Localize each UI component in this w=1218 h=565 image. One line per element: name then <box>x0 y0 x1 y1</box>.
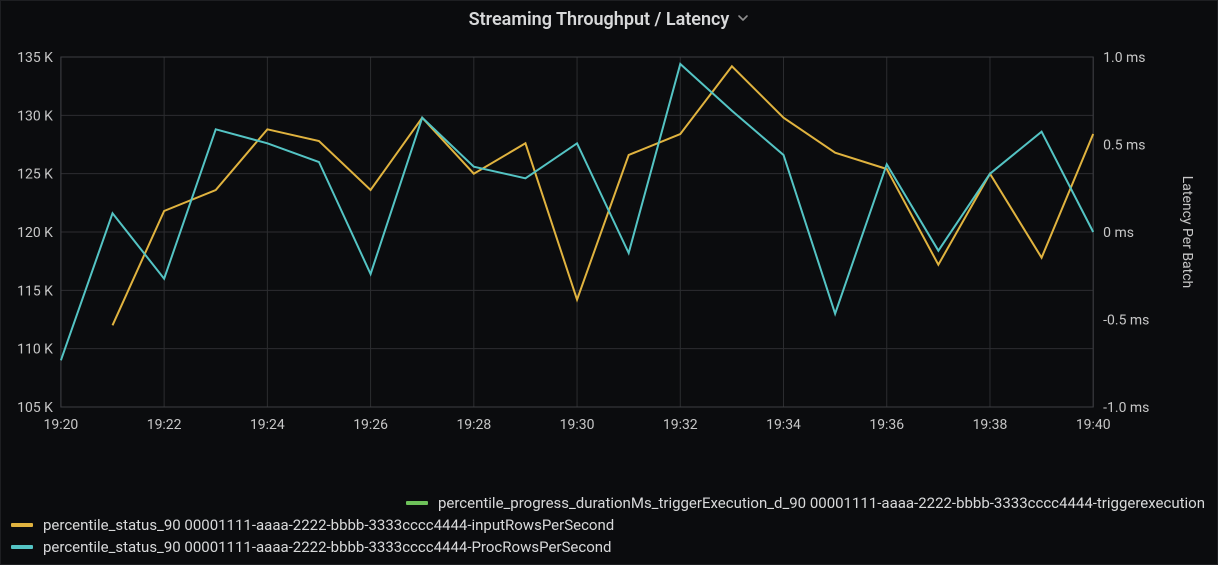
y-right-axis-label: Latency Per Batch <box>1179 176 1195 288</box>
y-right-tick-label: 0 ms <box>1103 225 1134 241</box>
x-tick-label: 19:36 <box>869 417 904 433</box>
legend-label: percentile_progress_durationMs_triggerEx… <box>438 494 1205 512</box>
y-left-tick-label: 120 K <box>17 225 53 241</box>
panel-title: Streaming Throughput / Latency <box>469 9 730 30</box>
legend-label: percentile_status_90 00001111-aaaa-2222-… <box>43 516 614 534</box>
legend-swatch <box>11 523 33 527</box>
x-tick-label: 19:40 <box>1076 417 1111 433</box>
x-tick-label: 19:24 <box>250 417 285 433</box>
y-right-tick-label: 0.5 ms <box>1103 137 1145 153</box>
legend-swatch <box>11 545 33 549</box>
y-left-tick-label: 115 K <box>17 283 53 299</box>
panel-title-row[interactable]: Streaming Throughput / Latency <box>1 9 1217 30</box>
legend-item[interactable]: percentile_status_90 00001111-aaaa-2222-… <box>1 514 1217 536</box>
y-left-tick-label: 135 K <box>17 50 53 66</box>
y-left-tick-label: 110 K <box>17 342 53 358</box>
y-left-tick-label: 130 K <box>17 108 53 124</box>
x-tick-label: 19:20 <box>44 417 79 433</box>
x-tick-label: 19:26 <box>353 417 388 433</box>
series-input_rows <box>113 66 1094 325</box>
legend-swatch <box>406 501 428 505</box>
y-right-tick-label: -1.0 ms <box>1103 400 1149 416</box>
legend-label: percentile_status_90 00001111-aaaa-2222-… <box>43 538 612 556</box>
y-left-tick-label: 125 K <box>17 167 53 183</box>
chevron-down-icon <box>737 12 749 27</box>
chart-area[interactable]: 105 K 110 K 115 K 120 K 125 K 130 K 135 K -1.0 … <box>1 47 1217 457</box>
x-tick-label: 19:34 <box>766 417 801 433</box>
legend-item[interactable]: percentile_status_90 00001111-aaaa-2222-… <box>1 536 1217 558</box>
x-tick-label: 19:22 <box>147 417 182 433</box>
x-tick-label: 19:38 <box>973 417 1008 433</box>
x-tick-label: 19:30 <box>560 417 595 433</box>
y-right-tick-label: 1.0 ms <box>1103 50 1145 66</box>
x-tick-label: 19:28 <box>456 417 491 433</box>
x-tick-label: 19:32 <box>663 417 698 433</box>
legend-item[interactable]: percentile_progress_durationMs_triggerEx… <box>1 492 1217 514</box>
y-left-tick-label: 105 K <box>17 400 53 416</box>
legend: percentile_progress_durationMs_triggerEx… <box>1 492 1217 558</box>
y-right-tick-label: -0.5 ms <box>1103 312 1149 328</box>
line-chart-svg: 105 K 110 K 115 K 120 K 125 K 130 K 135 K -1.0 … <box>1 47 1217 457</box>
chart-panel: { "title": "Streaming Throughput / Laten… <box>0 0 1218 565</box>
